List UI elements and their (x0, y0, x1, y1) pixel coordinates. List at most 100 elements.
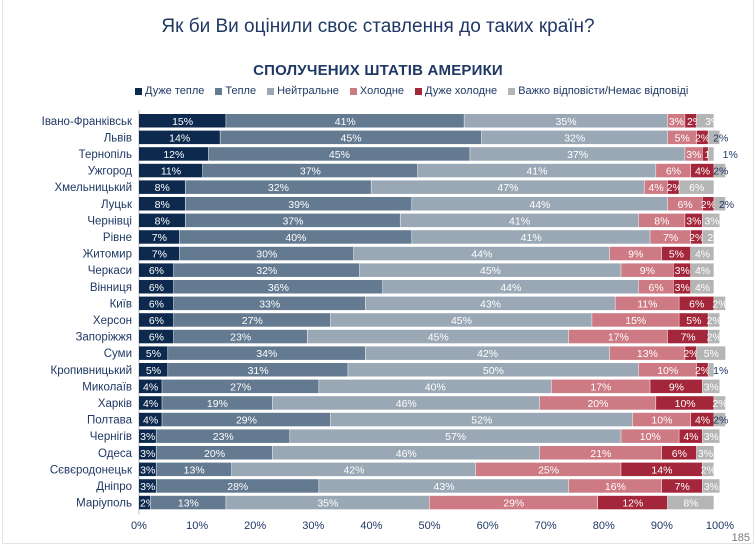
value-label: 2% (713, 132, 728, 144)
bar-segment (621, 263, 674, 277)
value-label: 43% (480, 298, 501, 310)
bar-segment (667, 329, 708, 344)
value-label: 3% (704, 215, 719, 227)
bar-segment (202, 163, 418, 178)
value-label: 2% (707, 332, 722, 344)
value-label: 6% (149, 332, 164, 344)
bar-segment (708, 130, 720, 145)
bar-segment (365, 296, 615, 311)
bar-segment (179, 230, 412, 244)
bar-segment (139, 396, 162, 410)
value-label: 23% (230, 332, 251, 344)
value-label: 2% (713, 166, 728, 178)
legend-label: Тепле (225, 85, 257, 97)
value-label: 10% (640, 431, 661, 443)
bar-segment (185, 213, 400, 228)
value-label: 27% (230, 381, 251, 393)
row-label: Запоріжжя (75, 332, 132, 344)
value-label: 15% (625, 315, 646, 327)
bar-segment (139, 446, 156, 460)
value-label: 13% (178, 498, 199, 510)
value-label: 3% (686, 215, 701, 227)
bar-segment (714, 296, 726, 311)
value-label: 21% (590, 448, 611, 460)
value-label: 13% (184, 464, 205, 476)
bar-segment (690, 280, 714, 294)
value-label: 10% (651, 415, 672, 427)
bar-segment (226, 114, 464, 128)
bar-segment (139, 412, 162, 427)
bar-segment (168, 346, 366, 360)
value-label: 13% (637, 348, 658, 360)
value-label: 9% (640, 265, 655, 277)
value-label: 12% (622, 498, 643, 510)
bar-segment (702, 230, 714, 244)
x-tick-label: 70% (535, 520, 557, 532)
value-label: 35% (556, 116, 577, 128)
bar-segment (702, 197, 714, 211)
value-label: 6% (689, 182, 704, 194)
bar-segment (208, 147, 470, 161)
row-label: Чернігів (90, 431, 132, 443)
value-label: 2% (707, 315, 722, 327)
bar-segment (173, 296, 366, 311)
value-label: 7% (680, 332, 695, 344)
value-label: 8% (683, 498, 698, 510)
bar-segment (330, 412, 633, 427)
row-label: Київ (110, 298, 132, 310)
legend-swatch (508, 87, 516, 95)
value-label: 9% (628, 249, 643, 261)
x-tick-label: 80% (593, 520, 615, 532)
bar-segment (272, 446, 540, 460)
value-label: 34% (256, 348, 277, 360)
legend-item: Нейтральне (267, 85, 339, 97)
chart-title: СПОЛУЧЕНИХ ШТАТІВ АМЕРИКИ (253, 62, 503, 79)
bar-segment (139, 114, 226, 128)
bar-segment (690, 412, 714, 427)
x-tick-label: 0% (131, 520, 147, 532)
value-label: 33% (259, 298, 280, 310)
bar-segment (226, 495, 429, 510)
value-label: 8% (155, 199, 170, 211)
value-label: 6% (149, 298, 164, 310)
legend-swatch (415, 87, 423, 95)
bar-segment (353, 246, 610, 261)
row-label: Житомир (83, 249, 132, 261)
bar-segment (475, 462, 621, 477)
bar-segment (714, 396, 726, 410)
bar-segment (609, 246, 662, 261)
legend-label: Нейтральне (277, 85, 339, 97)
bar-segment (231, 462, 476, 477)
value-label: 7% (663, 232, 678, 244)
value-label: 23% (213, 431, 234, 443)
bar-segment (139, 147, 209, 161)
bar-segment (673, 263, 691, 277)
value-label: 4% (683, 431, 698, 443)
bar-segment (139, 180, 185, 194)
bar-segment (429, 495, 598, 510)
legend-label: Дуже холодне (425, 85, 498, 97)
value-label: 20% (587, 398, 608, 410)
bar-segment (690, 230, 703, 244)
bar-segment (702, 213, 720, 228)
bar-segment (690, 163, 714, 178)
bar-segment (139, 296, 174, 311)
value-label: 4% (695, 415, 710, 427)
bar-segment (139, 379, 162, 394)
bar-segment (139, 163, 203, 178)
row-label: Суми (104, 348, 132, 360)
bar-segment (656, 396, 714, 410)
value-label: 7% (152, 232, 167, 244)
bar-segment (714, 163, 726, 178)
bar-segment (173, 263, 360, 277)
row-label: Одеса (98, 448, 133, 460)
bar-segment (661, 479, 703, 493)
bar-segment (330, 313, 592, 327)
value-label: 41% (521, 232, 542, 244)
value-label: 28% (227, 481, 248, 493)
value-label: 50% (483, 365, 504, 377)
row-label: Херсон (93, 315, 132, 327)
bar-segment (168, 363, 348, 377)
bar-segment (139, 130, 220, 145)
